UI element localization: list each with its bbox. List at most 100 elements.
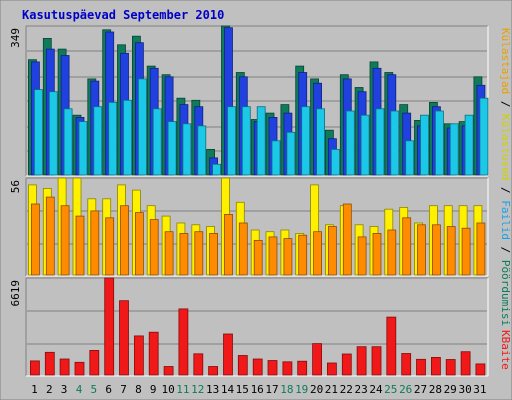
bar-k-lastused-day-22 xyxy=(342,203,352,276)
bar-k-lastused-day-24 xyxy=(372,232,382,276)
bar-kbaite-day-20 xyxy=(312,343,323,376)
bar-kbaite-day-3 xyxy=(59,358,70,376)
panel-kbytes xyxy=(25,277,489,377)
day-label: 15 xyxy=(236,383,249,396)
bar-k-lastused-day-17 xyxy=(268,236,278,276)
day-label: 24 xyxy=(369,383,383,396)
legend-visitors: Külastajad xyxy=(499,28,512,94)
bar-k-lastused-day-8 xyxy=(137,78,147,176)
bar-k-lastused-day-18 xyxy=(286,131,296,176)
bar-k-lastused-day-9 xyxy=(152,108,162,176)
day-label: 28 xyxy=(429,383,442,396)
bar-k-lastused-day-23 xyxy=(360,114,370,176)
bar-k-lastused-day-29 xyxy=(446,226,456,276)
bar-k-lastused-day-10 xyxy=(164,231,174,276)
bar-kbaite-day-25 xyxy=(386,316,397,376)
legend-kbytes: KBaite xyxy=(499,330,512,370)
day-label: 31 xyxy=(473,383,486,396)
bar-k-lastused-day-27 xyxy=(417,224,426,276)
day-label: 2 xyxy=(46,383,53,396)
day-label: 14 xyxy=(221,383,235,396)
bar-k-lastused-day-4 xyxy=(78,121,88,176)
bar-kbaite-day-19 xyxy=(297,360,308,376)
bar-k-lastused-day-12 xyxy=(197,125,207,176)
day-label: 16 xyxy=(251,383,264,396)
bar-k-lastused-day-20 xyxy=(316,108,326,176)
bar-k-lastused-day-8 xyxy=(134,212,144,276)
max-label-hits: 349 xyxy=(9,28,22,48)
bar-k-lastused-day-22 xyxy=(345,110,355,176)
day-label: 27 xyxy=(414,383,427,396)
day-label: 4 xyxy=(76,383,83,396)
day-label: 21 xyxy=(325,383,338,396)
bar-kbaite-day-30 xyxy=(460,351,471,376)
day-label: 19 xyxy=(295,383,308,396)
bar-k-lastused-day-21 xyxy=(330,148,340,176)
panel-visitors xyxy=(25,177,489,277)
bar-k-lastused-day-16 xyxy=(253,239,263,276)
bar-k-lastused-day-10 xyxy=(167,121,177,176)
bar-k-lastused-day-25 xyxy=(387,229,397,276)
day-label: 25 xyxy=(384,383,397,396)
day-label: 30 xyxy=(458,383,471,396)
bar-k-lastused-day-13 xyxy=(212,163,222,176)
bar-kbaite-day-17 xyxy=(267,360,278,376)
max-label-visitors: 56 xyxy=(9,180,22,193)
bar-kbaite-day-8 xyxy=(133,335,144,376)
bar-k-lastused-day-9 xyxy=(149,219,159,276)
bar-kbaite-day-31 xyxy=(475,363,486,376)
day-label: 8 xyxy=(135,383,142,396)
bar-kbaite-day-7 xyxy=(119,300,129,376)
bar-k-lastused-day-28 xyxy=(434,110,444,176)
bar-kbaite-day-24 xyxy=(371,346,382,376)
panel-hits xyxy=(25,25,489,177)
bar-kbaite-day-21 xyxy=(326,362,337,376)
day-label: 5 xyxy=(90,383,97,396)
day-label: 13 xyxy=(206,383,219,396)
bar-k-lastused-day-3 xyxy=(63,108,73,176)
bar-kbaite-day-18 xyxy=(282,361,293,376)
bar-k-lastused-day-4 xyxy=(75,215,85,276)
bar-k-lastused-day-2 xyxy=(48,91,58,176)
bar-kbaite-day-29 xyxy=(445,359,456,376)
bar-kbaite-day-12 xyxy=(193,353,204,376)
bar-k-lastused-day-28 xyxy=(431,224,441,276)
bars-visitors xyxy=(27,177,486,276)
bars-hits xyxy=(27,25,489,176)
day-label: 17 xyxy=(265,383,278,396)
bar-k-lastused-day-15 xyxy=(241,106,251,176)
bar-k-lastused-day-19 xyxy=(301,106,311,176)
bar-k-lastused-day-25 xyxy=(390,110,400,176)
bar-k-lastused-day-31 xyxy=(476,222,486,276)
bar-k-lastused-day-12 xyxy=(194,231,204,276)
bar-kbaite-day-9 xyxy=(148,331,159,376)
bar-k-lastused-day-3 xyxy=(60,205,70,276)
bar-kbaite-day-16 xyxy=(252,358,263,376)
bar-k-lastused-day-14 xyxy=(227,106,236,176)
day-label: 22 xyxy=(340,383,353,396)
bar-kbaite-day-27 xyxy=(416,358,426,376)
day-label: 9 xyxy=(150,383,157,396)
day-label: 12 xyxy=(191,383,204,396)
bar-kbaite-day-26 xyxy=(401,353,412,376)
bars-kbytes xyxy=(29,277,486,376)
day-label: 18 xyxy=(280,383,293,396)
bar-k-lastused-day-7 xyxy=(123,99,132,176)
bar-k-lastused-day-5 xyxy=(90,210,100,276)
day-label: 6 xyxy=(105,383,112,396)
bar-kbaite-day-22 xyxy=(341,353,352,376)
bar-k-lastused-day-7 xyxy=(120,205,129,276)
bar-k-lastused-day-11 xyxy=(182,123,192,176)
bar-k-lastused-day-17 xyxy=(271,140,281,176)
bar-k-lastused-day-18 xyxy=(283,238,293,276)
bar-kbaite-day-13 xyxy=(208,366,219,376)
chart-title: Kasutuspäevad September 2010 xyxy=(22,8,224,22)
bar-k-lastused-day-29 xyxy=(449,123,459,176)
bar-k-lastused-day-31 xyxy=(479,97,489,176)
legend-hits: Pöördumisi xyxy=(499,260,512,326)
bar-k-lastused-day-30 xyxy=(464,114,474,176)
day-label: 26 xyxy=(399,383,412,396)
bar-kbaite-day-4 xyxy=(74,361,85,376)
